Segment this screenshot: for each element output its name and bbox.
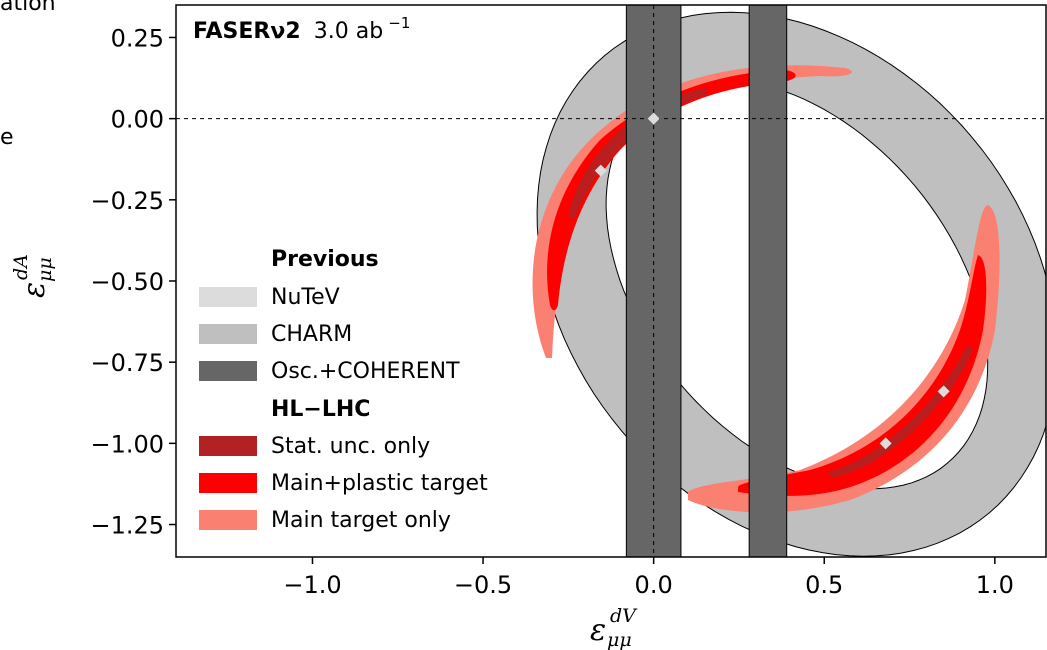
- cropped-title-fragment: ation: [0, 0, 56, 16]
- legend-swatch-main-plastic: [199, 473, 257, 493]
- x-tick-label: −0.5: [454, 571, 512, 599]
- experiment-annotation: FASERν2 3.0 ab −1: [193, 14, 410, 44]
- best-fit-point-2: [879, 437, 892, 450]
- luminosity-exponent: −1: [388, 14, 410, 32]
- y-axis-label: ε dA μμ: [10, 254, 56, 298]
- legend-title-hl-lhc: HL−LHC: [271, 397, 370, 422]
- legend-label-stat-only: Stat. unc. only: [271, 434, 430, 459]
- osc-coherent-band-right: [748, 5, 788, 557]
- best-fit-point-3: [937, 385, 950, 398]
- legend-label-nutev: NuTeV: [271, 285, 340, 310]
- y-tick-label: −0.75: [90, 349, 164, 377]
- legend-swatch-stat-only: [199, 436, 257, 456]
- x-tick-label: 1.0: [976, 571, 1014, 599]
- y-tick-label: −1.25: [90, 512, 164, 540]
- y-axis-subscript: μμ: [34, 257, 56, 282]
- best-fit-point-1: [594, 164, 607, 177]
- legend-label-main-plastic: Main+plastic target: [271, 471, 488, 496]
- y-tick-label: 0.25: [111, 24, 164, 52]
- legend-label-osc-coherent: Osc.+COHERENT: [271, 359, 460, 384]
- main-plastic-region-lower: [738, 255, 987, 496]
- legend-title-previous: Previous: [271, 247, 379, 272]
- x-axis-subscript: μμ: [607, 629, 632, 650]
- x-axis-label: ε dV μμ: [590, 605, 638, 650]
- y-tick-label: −0.25: [90, 187, 164, 215]
- legend-swatch-charm: [199, 324, 257, 344]
- luminosity-label: 3.0 ab: [314, 19, 383, 44]
- y-tick-label: −0.50: [90, 268, 164, 296]
- best-fit-point-0: [647, 112, 660, 125]
- y-tick-label: −1.00: [90, 430, 164, 458]
- x-tick-label: 0.0: [635, 571, 673, 599]
- x-axis-symbol: ε: [590, 613, 606, 648]
- legend-swatch-nutev: [199, 287, 257, 307]
- svg-text:FASERν2 3.0 ab −1: FASERν2 3.0 ab −1: [193, 14, 410, 44]
- y-axis-superscript: dA: [10, 254, 32, 280]
- legend-label-main-only: Main target only: [271, 508, 451, 533]
- cropped-left-fragment: e: [0, 125, 14, 150]
- legend-swatch-osc-coherent: [199, 361, 257, 381]
- x-axis-superscript: dV: [610, 605, 638, 627]
- x-tick-label: −1.0: [283, 571, 341, 599]
- legend-swatch-main-only: [199, 510, 257, 530]
- legend-label-charm: CHARM: [271, 322, 352, 347]
- y-axis-symbol: ε: [17, 282, 52, 298]
- experiment-label: FASERν2: [193, 19, 301, 44]
- legend: Previous NuTeV CHARM Osc.+COHERENT HL−LH…: [199, 247, 488, 533]
- y-tick-label: 0.00: [111, 106, 164, 134]
- x-tick-label: 0.5: [805, 571, 843, 599]
